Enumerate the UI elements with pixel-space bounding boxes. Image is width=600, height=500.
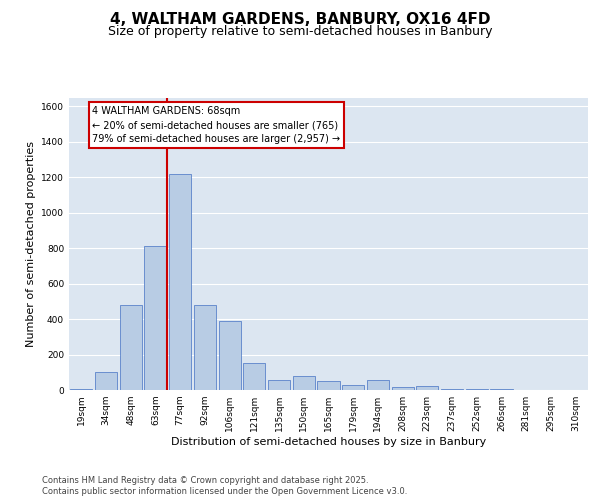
Bar bbox=[317, 381, 340, 390]
Text: Size of property relative to semi-detached houses in Banbury: Size of property relative to semi-detach… bbox=[108, 25, 492, 38]
Bar bbox=[392, 388, 414, 390]
Bar bbox=[70, 389, 92, 390]
Bar bbox=[194, 305, 216, 390]
Text: 4, WALTHAM GARDENS, BANBURY, OX16 4FD: 4, WALTHAM GARDENS, BANBURY, OX16 4FD bbox=[110, 12, 490, 28]
Bar bbox=[268, 380, 290, 390]
Bar bbox=[169, 174, 191, 390]
Bar bbox=[293, 376, 315, 390]
Bar bbox=[466, 389, 488, 390]
Text: 4 WALTHAM GARDENS: 68sqm
← 20% of semi-detached houses are smaller (765)
79% of : 4 WALTHAM GARDENS: 68sqm ← 20% of semi-d… bbox=[92, 106, 341, 144]
Bar bbox=[342, 384, 364, 390]
Bar bbox=[218, 321, 241, 390]
Text: Contains HM Land Registry data © Crown copyright and database right 2025.: Contains HM Land Registry data © Crown c… bbox=[42, 476, 368, 485]
Bar bbox=[145, 246, 167, 390]
X-axis label: Distribution of semi-detached houses by size in Banbury: Distribution of semi-detached houses by … bbox=[171, 437, 486, 447]
Bar bbox=[367, 380, 389, 390]
Bar bbox=[119, 305, 142, 390]
Bar bbox=[95, 372, 117, 390]
Text: Contains public sector information licensed under the Open Government Licence v3: Contains public sector information licen… bbox=[42, 487, 407, 496]
Bar bbox=[243, 362, 265, 390]
Bar bbox=[441, 389, 463, 390]
Y-axis label: Number of semi-detached properties: Number of semi-detached properties bbox=[26, 141, 35, 347]
Bar bbox=[490, 389, 512, 390]
Bar bbox=[416, 386, 439, 390]
